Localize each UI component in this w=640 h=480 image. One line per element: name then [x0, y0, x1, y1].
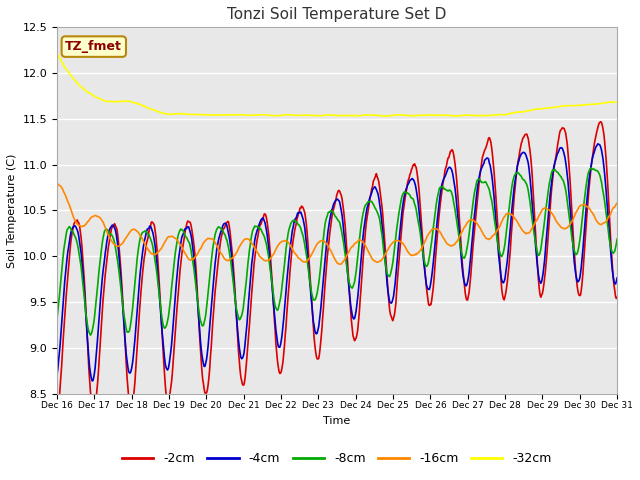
-4cm — [179, 233, 186, 239]
-16cm — [63, 197, 71, 203]
-32cm — [178, 110, 186, 116]
-4cm — [406, 178, 413, 183]
Legend: -2cm, -4cm, -8cm, -16cm, -32cm: -2cm, -4cm, -8cm, -16cm, -32cm — [117, 447, 557, 470]
-16cm — [121, 237, 129, 242]
-32cm — [422, 112, 430, 118]
-4cm — [422, 281, 430, 287]
-2cm — [613, 294, 621, 300]
-32cm — [63, 68, 71, 73]
Y-axis label: Soil Temperature (C): Soil Temperature (C) — [7, 153, 17, 268]
-4cm — [594, 141, 602, 147]
Line: -4cm: -4cm — [57, 144, 617, 381]
-8cm — [179, 227, 186, 233]
-4cm — [122, 343, 129, 348]
-8cm — [588, 165, 595, 171]
-8cm — [86, 332, 94, 338]
-4cm — [53, 372, 61, 378]
X-axis label: Time: Time — [323, 416, 351, 426]
-2cm — [422, 274, 429, 280]
-16cm — [207, 236, 215, 241]
-32cm — [613, 99, 621, 105]
-16cm — [422, 236, 430, 241]
-32cm — [383, 113, 390, 119]
-4cm — [63, 255, 71, 261]
-8cm — [53, 316, 61, 322]
-4cm — [89, 378, 97, 384]
-16cm — [613, 200, 621, 206]
-16cm — [178, 244, 186, 250]
Line: -2cm: -2cm — [57, 122, 617, 416]
-8cm — [63, 227, 71, 232]
-32cm — [207, 112, 215, 118]
-32cm — [406, 113, 413, 119]
-4cm — [208, 297, 216, 302]
-16cm — [53, 181, 61, 187]
-2cm — [405, 175, 413, 181]
Text: TZ_fmet: TZ_fmet — [65, 40, 122, 53]
-16cm — [406, 251, 413, 257]
-8cm — [208, 252, 216, 258]
-8cm — [422, 264, 430, 269]
Line: -16cm: -16cm — [57, 184, 617, 264]
Line: -32cm: -32cm — [57, 53, 617, 116]
-8cm — [122, 322, 129, 328]
-32cm — [53, 50, 61, 56]
Line: -8cm: -8cm — [57, 168, 617, 335]
-2cm — [178, 252, 186, 258]
-2cm — [53, 413, 61, 419]
-2cm — [597, 119, 605, 125]
-4cm — [613, 275, 621, 281]
-8cm — [613, 236, 621, 242]
Title: Tonzi Soil Temperature Set D: Tonzi Soil Temperature Set D — [227, 7, 447, 22]
-8cm — [406, 192, 413, 198]
-16cm — [337, 262, 344, 267]
-2cm — [63, 282, 71, 288]
-2cm — [207, 344, 215, 350]
-32cm — [121, 98, 129, 104]
-2cm — [121, 335, 129, 341]
